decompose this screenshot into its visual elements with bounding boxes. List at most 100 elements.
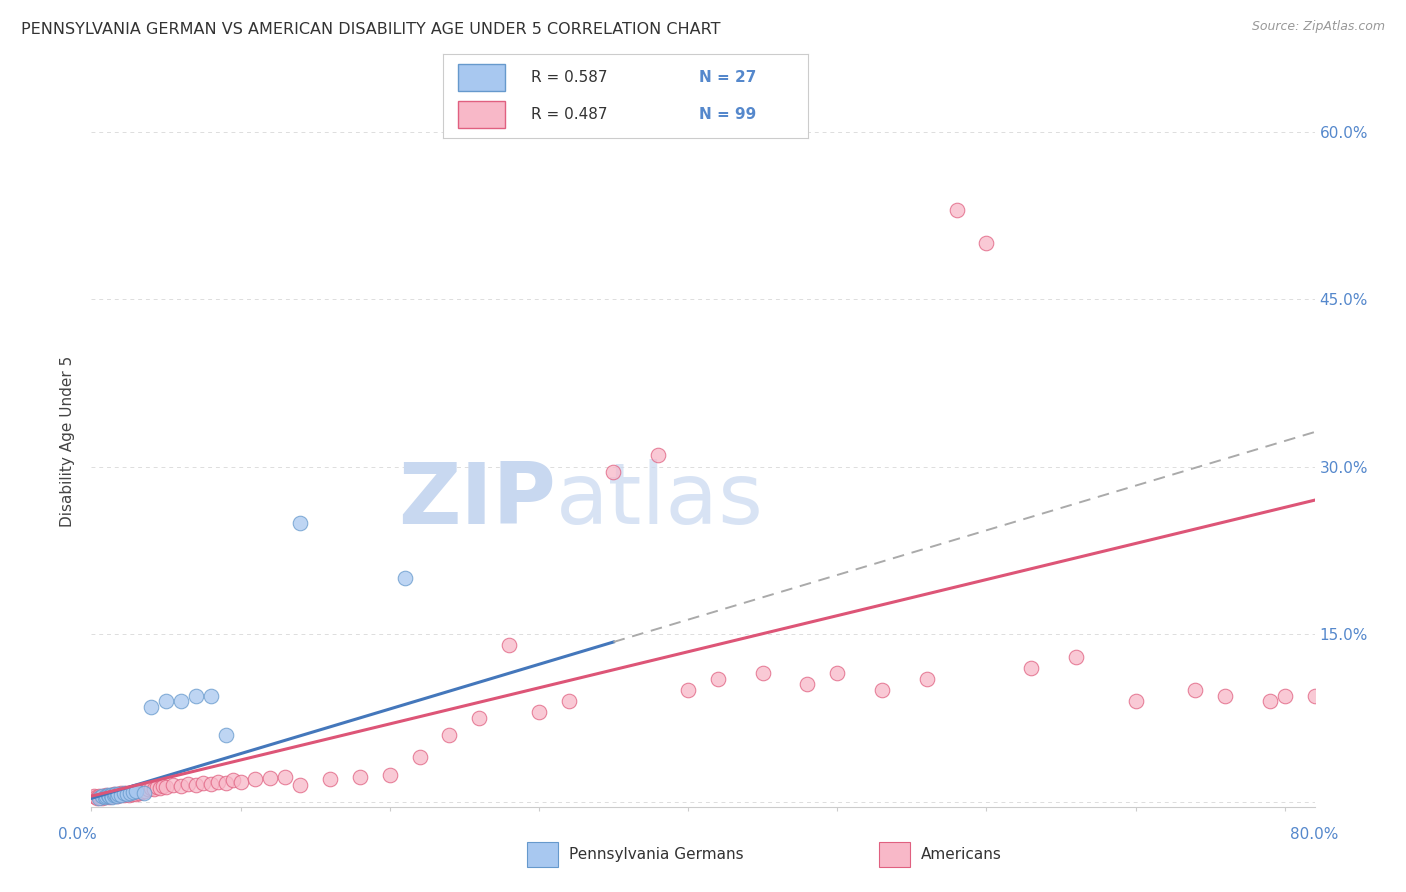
Point: [155, 780, 177, 794]
Point: [105, 789, 128, 803]
Point: [100, 788, 122, 802]
Point: [122, 784, 145, 798]
Point: [120, 786, 142, 800]
Point: [527, 706, 550, 720]
Point: [94, 790, 117, 805]
Point: [214, 775, 236, 789]
Point: [121, 787, 143, 801]
Point: [1362, 683, 1385, 698]
Point: [200, 689, 222, 703]
Point: [222, 773, 245, 788]
Bar: [457, 101, 505, 128]
Point: [707, 672, 730, 686]
Point: [214, 728, 236, 742]
Point: [96, 789, 118, 803]
Point: [134, 783, 156, 797]
Point: [128, 786, 150, 800]
Y-axis label: Disability Age Under 5: Disability Age Under 5: [60, 356, 76, 527]
Point: [1125, 694, 1147, 708]
Point: [1213, 689, 1236, 703]
Point: [676, 683, 699, 698]
Point: [177, 777, 200, 791]
Point: [97, 788, 120, 802]
Point: [229, 774, 252, 789]
Point: [1019, 661, 1042, 675]
Text: ZIP: ZIP: [398, 458, 557, 541]
Point: [558, 694, 581, 708]
Point: [274, 770, 297, 784]
Point: [259, 771, 281, 785]
Point: [1258, 694, 1281, 708]
Point: [139, 699, 162, 714]
Point: [439, 728, 461, 742]
Point: [162, 778, 184, 792]
Point: [193, 775, 215, 789]
Bar: [457, 63, 505, 91]
Text: N = 27: N = 27: [699, 70, 756, 85]
Text: R = 0.487: R = 0.487: [530, 107, 607, 122]
Text: 0.0%: 0.0%: [58, 827, 97, 841]
Point: [118, 788, 141, 802]
Text: Source: ZipAtlas.com: Source: ZipAtlas.com: [1251, 20, 1385, 33]
Point: [184, 689, 207, 703]
Point: [200, 777, 222, 791]
Point: [122, 784, 145, 798]
Point: [319, 772, 342, 787]
Point: [290, 778, 312, 792]
Point: [90, 791, 112, 805]
Point: [498, 638, 520, 652]
Point: [105, 789, 128, 803]
Point: [91, 789, 114, 803]
Point: [110, 786, 132, 800]
Point: [184, 778, 207, 792]
Point: [1064, 649, 1087, 664]
Point: [125, 787, 148, 801]
Point: [127, 784, 149, 798]
Point: [100, 788, 122, 802]
Point: [945, 202, 967, 217]
Point: [103, 787, 125, 801]
Point: [129, 783, 152, 797]
Point: [125, 783, 148, 797]
Point: [170, 694, 193, 708]
Point: [104, 788, 127, 802]
Point: [87, 791, 110, 805]
Point: [87, 789, 110, 803]
Point: [1274, 689, 1296, 703]
Point: [146, 780, 169, 794]
Point: [139, 781, 162, 796]
Point: [170, 779, 193, 793]
Point: [111, 787, 134, 801]
Text: Pennsylvania Germans: Pennsylvania Germans: [569, 847, 744, 862]
Point: [83, 789, 105, 803]
Point: [108, 788, 131, 802]
Point: [107, 787, 129, 801]
Text: N = 99: N = 99: [699, 107, 756, 122]
Point: [825, 666, 848, 681]
Point: [468, 711, 491, 725]
Point: [143, 782, 166, 797]
Point: [115, 787, 138, 801]
Point: [290, 516, 312, 530]
Text: 80.0%: 80.0%: [1291, 827, 1339, 841]
Point: [112, 788, 135, 802]
Point: [870, 683, 893, 698]
Point: [378, 768, 401, 782]
Point: [110, 788, 132, 802]
Point: [408, 750, 430, 764]
Point: [114, 786, 136, 800]
Text: Americans: Americans: [921, 847, 1002, 862]
Point: [152, 779, 174, 793]
Point: [86, 791, 108, 805]
Point: [90, 789, 112, 803]
Point: [647, 449, 669, 463]
Point: [207, 774, 229, 789]
Point: [1333, 599, 1355, 614]
Point: [89, 790, 111, 805]
Point: [149, 781, 172, 796]
Point: [155, 694, 177, 708]
Point: [976, 236, 998, 251]
Text: R = 0.587: R = 0.587: [530, 70, 607, 85]
Point: [96, 788, 118, 802]
Point: [97, 789, 120, 803]
